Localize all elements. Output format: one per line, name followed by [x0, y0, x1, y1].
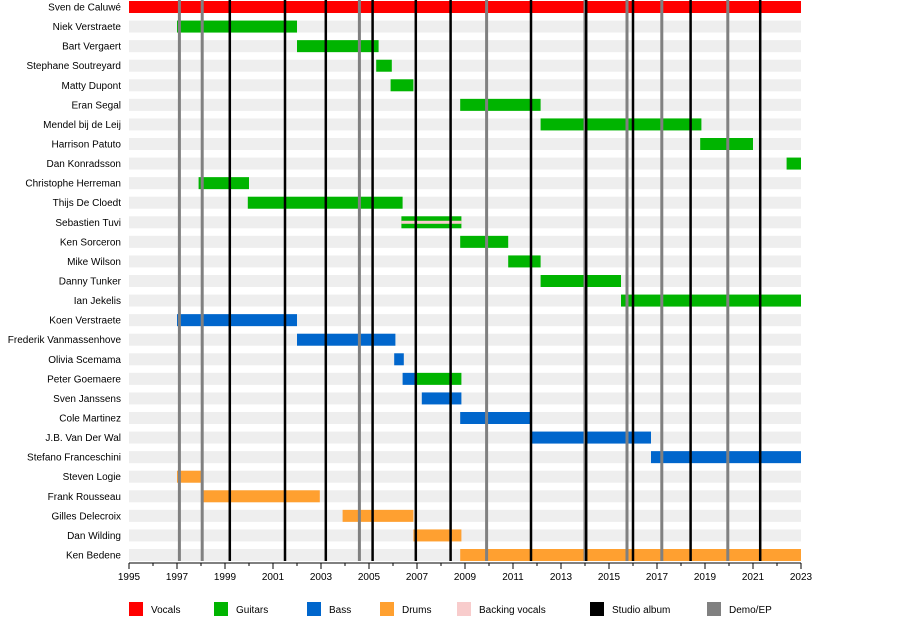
- bar-bass: [651, 451, 801, 464]
- bar-guitars: [376, 59, 392, 72]
- member-label: Dan Wilding: [67, 531, 121, 542]
- bar-drums: [177, 470, 201, 483]
- bar-backing-vocals: [401, 220, 462, 224]
- legend-label: Demo/EP: [729, 605, 772, 616]
- bar-guitars: [786, 157, 801, 170]
- legend-label: Studio album: [612, 605, 670, 616]
- bar-drums: [201, 490, 320, 503]
- member-label: Harrison Patuto: [52, 140, 122, 151]
- x-tick-label: 2021: [742, 572, 765, 583]
- legend-swatch: [129, 602, 143, 616]
- bar-bass: [297, 333, 396, 346]
- member-label: Matty Dupont: [62, 81, 122, 92]
- x-tick-label: 1997: [166, 572, 189, 583]
- bar-drums: [460, 549, 801, 561]
- member-label: Ken Sorceron: [60, 237, 121, 248]
- x-tick-label: 2005: [358, 572, 381, 583]
- bar-guitars: [177, 20, 297, 33]
- member-label: Sven Janssens: [53, 394, 121, 405]
- member-label: Peter Goemaere: [47, 374, 121, 385]
- row-band: [129, 20, 801, 33]
- member-label: Mendel bij de Leij: [43, 120, 121, 131]
- x-tick-label: 1999: [214, 572, 237, 583]
- legend-swatch: [457, 602, 471, 616]
- bar-bass: [460, 412, 531, 424]
- bar-guitars: [540, 118, 702, 131]
- member-label: Cole Martinez: [59, 414, 121, 425]
- bar-drums: [342, 509, 414, 522]
- x-tick-label: 2015: [598, 572, 621, 583]
- member-label: Ken Bedene: [66, 551, 121, 562]
- bar-guitars: [198, 177, 249, 190]
- bar-bass: [177, 314, 297, 327]
- x-tick-label: 2023: [790, 572, 813, 583]
- x-tick-label: 1995: [118, 572, 141, 583]
- member-label: Christophe Herreman: [25, 179, 121, 190]
- legend-swatch: [707, 602, 721, 616]
- member-label: Gilles Delecroix: [52, 511, 121, 522]
- bar-bass: [402, 372, 415, 385]
- bar-bass: [394, 353, 404, 366]
- member-label: Koen Verstraete: [49, 316, 121, 327]
- bar-guitars: [460, 98, 541, 111]
- member-label: Frank Rousseau: [48, 492, 121, 503]
- member-labels: Sven de Caluwé Niek Verstraete Bart Vergae…: [8, 3, 122, 562]
- legend-label: Vocals: [151, 605, 180, 616]
- bar-guitars: [508, 255, 541, 268]
- x-tick-label: 2013: [550, 572, 573, 583]
- member-label: Steven Logie: [63, 472, 122, 483]
- bar-guitars: [540, 275, 621, 287]
- member-label: Thijs De Cloedt: [53, 198, 122, 209]
- bar-guitars: [621, 294, 801, 307]
- legend-swatch: [380, 602, 394, 616]
- bar-guitars: [460, 235, 509, 248]
- bar-bass: [421, 392, 462, 405]
- release-lines: [177, 0, 762, 561]
- x-tick-label: 2011: [502, 572, 524, 583]
- legend-label: Drums: [402, 605, 431, 616]
- member-label: J.B. Van Der Wal: [45, 433, 121, 444]
- member-label: Olivia Scemama: [48, 355, 121, 366]
- member-label: Mike Wilson: [67, 257, 121, 268]
- member-label: Sven de Caluwé: [48, 3, 121, 14]
- member-label: Eran Segal: [72, 100, 121, 111]
- bar-guitars: [390, 79, 414, 92]
- legend-swatch: [214, 602, 228, 616]
- legend-label: Bass: [329, 605, 351, 616]
- legend-swatch: [590, 602, 604, 616]
- member-label: Sebastien Tuvi: [55, 218, 121, 229]
- legend-label: Backing vocals: [479, 605, 546, 616]
- x-tick-label: 2017: [646, 572, 669, 583]
- legend-swatch: [307, 602, 321, 616]
- x-axis: 1995 1997 1999 2001 2003 2005 2007 2009 2011 2013…: [118, 562, 813, 583]
- bar-drums: [413, 529, 462, 542]
- member-label: Dan Konradsson: [47, 159, 122, 170]
- member-label: Frederik Vanmassenhove: [8, 335, 122, 346]
- member-label: Bart Vergaert: [62, 42, 121, 53]
- bar-guitars: [297, 40, 379, 53]
- member-label: Stephane Soutreyard: [26, 61, 121, 72]
- member-label: Stefano Franceschini: [27, 453, 121, 464]
- member-label: Ian Jekelis: [74, 296, 121, 307]
- legend: Vocals Guitars Bass Drums Backing vocals Stud…: [129, 602, 772, 616]
- member-label: Niek Verstraete: [53, 22, 122, 33]
- x-tick-label: 2007: [406, 572, 429, 583]
- legend-label: Guitars: [236, 605, 268, 616]
- bar-guitars: [414, 372, 462, 385]
- x-tick-label: 2001: [262, 572, 285, 583]
- x-tick-label: 2003: [310, 572, 333, 583]
- member-label: Danny Tunker: [59, 277, 122, 288]
- bar-bass: [531, 431, 651, 444]
- x-tick-label: 2019: [694, 572, 717, 583]
- x-tick-label: 2009: [454, 572, 477, 583]
